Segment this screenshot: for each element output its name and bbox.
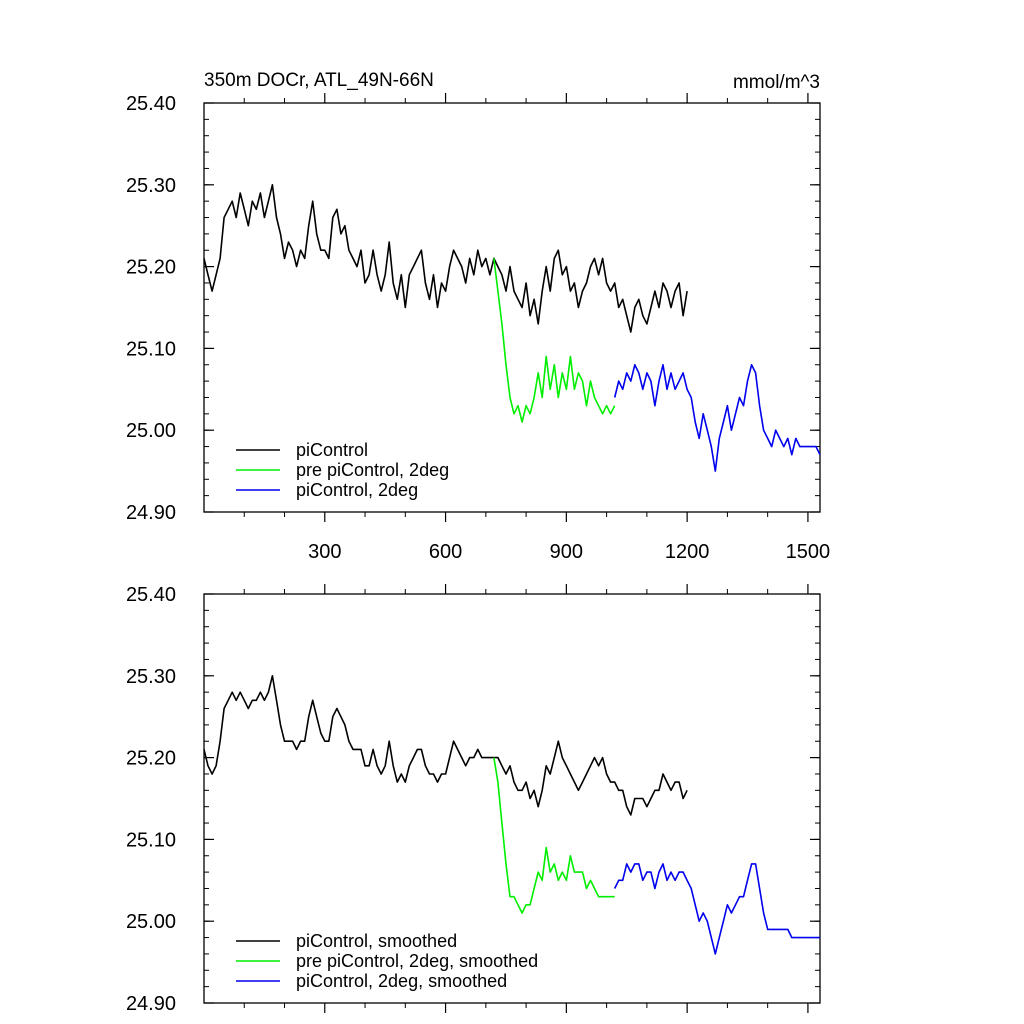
y-tick-label: 25.40: [126, 584, 176, 606]
series-line: [203, 674, 688, 816]
y-tick-label: 25.40: [126, 93, 176, 115]
x-tick-label: 900: [550, 541, 583, 563]
legend-label: piControl, smoothed: [296, 931, 457, 951]
chart-panel-bottom: 24.90 25.00 25.10 25.20 25.30 25.40 piControl…: [126, 584, 821, 1015]
x-axis: 300 600 900 1200 1500: [243, 93, 831, 563]
series-line: [613, 363, 821, 472]
y-tick-label: 25.00: [126, 420, 176, 442]
y-tick-label: 25.30: [126, 666, 176, 688]
plot-frame: [203, 593, 821, 1004]
y-tick-label: 25.10: [126, 829, 176, 851]
y-tick-label: 25.00: [126, 911, 176, 933]
x-tick-label: 1200: [665, 541, 710, 563]
x-axis: [243, 584, 809, 1013]
units-label: mmol/m^3: [733, 72, 820, 93]
legend-label: piControl: [296, 440, 368, 460]
legend-label: piControl, 2deg, smoothed: [296, 971, 507, 991]
x-tick-label: 300: [308, 541, 341, 563]
chart-panel-top: 24.90 25.00 25.10 25.20 25.30 25.40 300 600 900…: [126, 93, 830, 563]
series-line: [613, 863, 820, 955]
y-tick-label: 25.20: [126, 748, 176, 770]
y-axis: 24.90 25.00 25.10 25.20 25.30 25.40: [126, 93, 820, 524]
y-tick-label: 25.10: [126, 338, 176, 360]
x-tick-label: 600: [429, 541, 462, 563]
series-group: [203, 184, 821, 472]
x-tick-label: 1500: [786, 541, 831, 563]
series-line: [493, 757, 615, 914]
plot-frame: [203, 102, 821, 513]
chart-title: 350m DOCr, ATL_49N-66N: [204, 70, 434, 91]
y-tick-label: 24.90: [126, 502, 176, 524]
legend-label: piControl, 2deg: [296, 480, 418, 500]
series-group: [203, 674, 820, 955]
legend-label: pre piControl, 2deg: [296, 460, 449, 480]
y-tick-label: 24.90: [126, 993, 176, 1015]
series-line: [493, 258, 616, 423]
y-tick-label: 25.20: [126, 257, 176, 279]
series-line: [203, 184, 688, 333]
y-axis: 24.90 25.00 25.10 25.20 25.30 25.40: [126, 584, 820, 1015]
legend-label: pre piControl, 2deg, smoothed: [296, 951, 538, 971]
y-tick-label: 25.30: [126, 175, 176, 197]
